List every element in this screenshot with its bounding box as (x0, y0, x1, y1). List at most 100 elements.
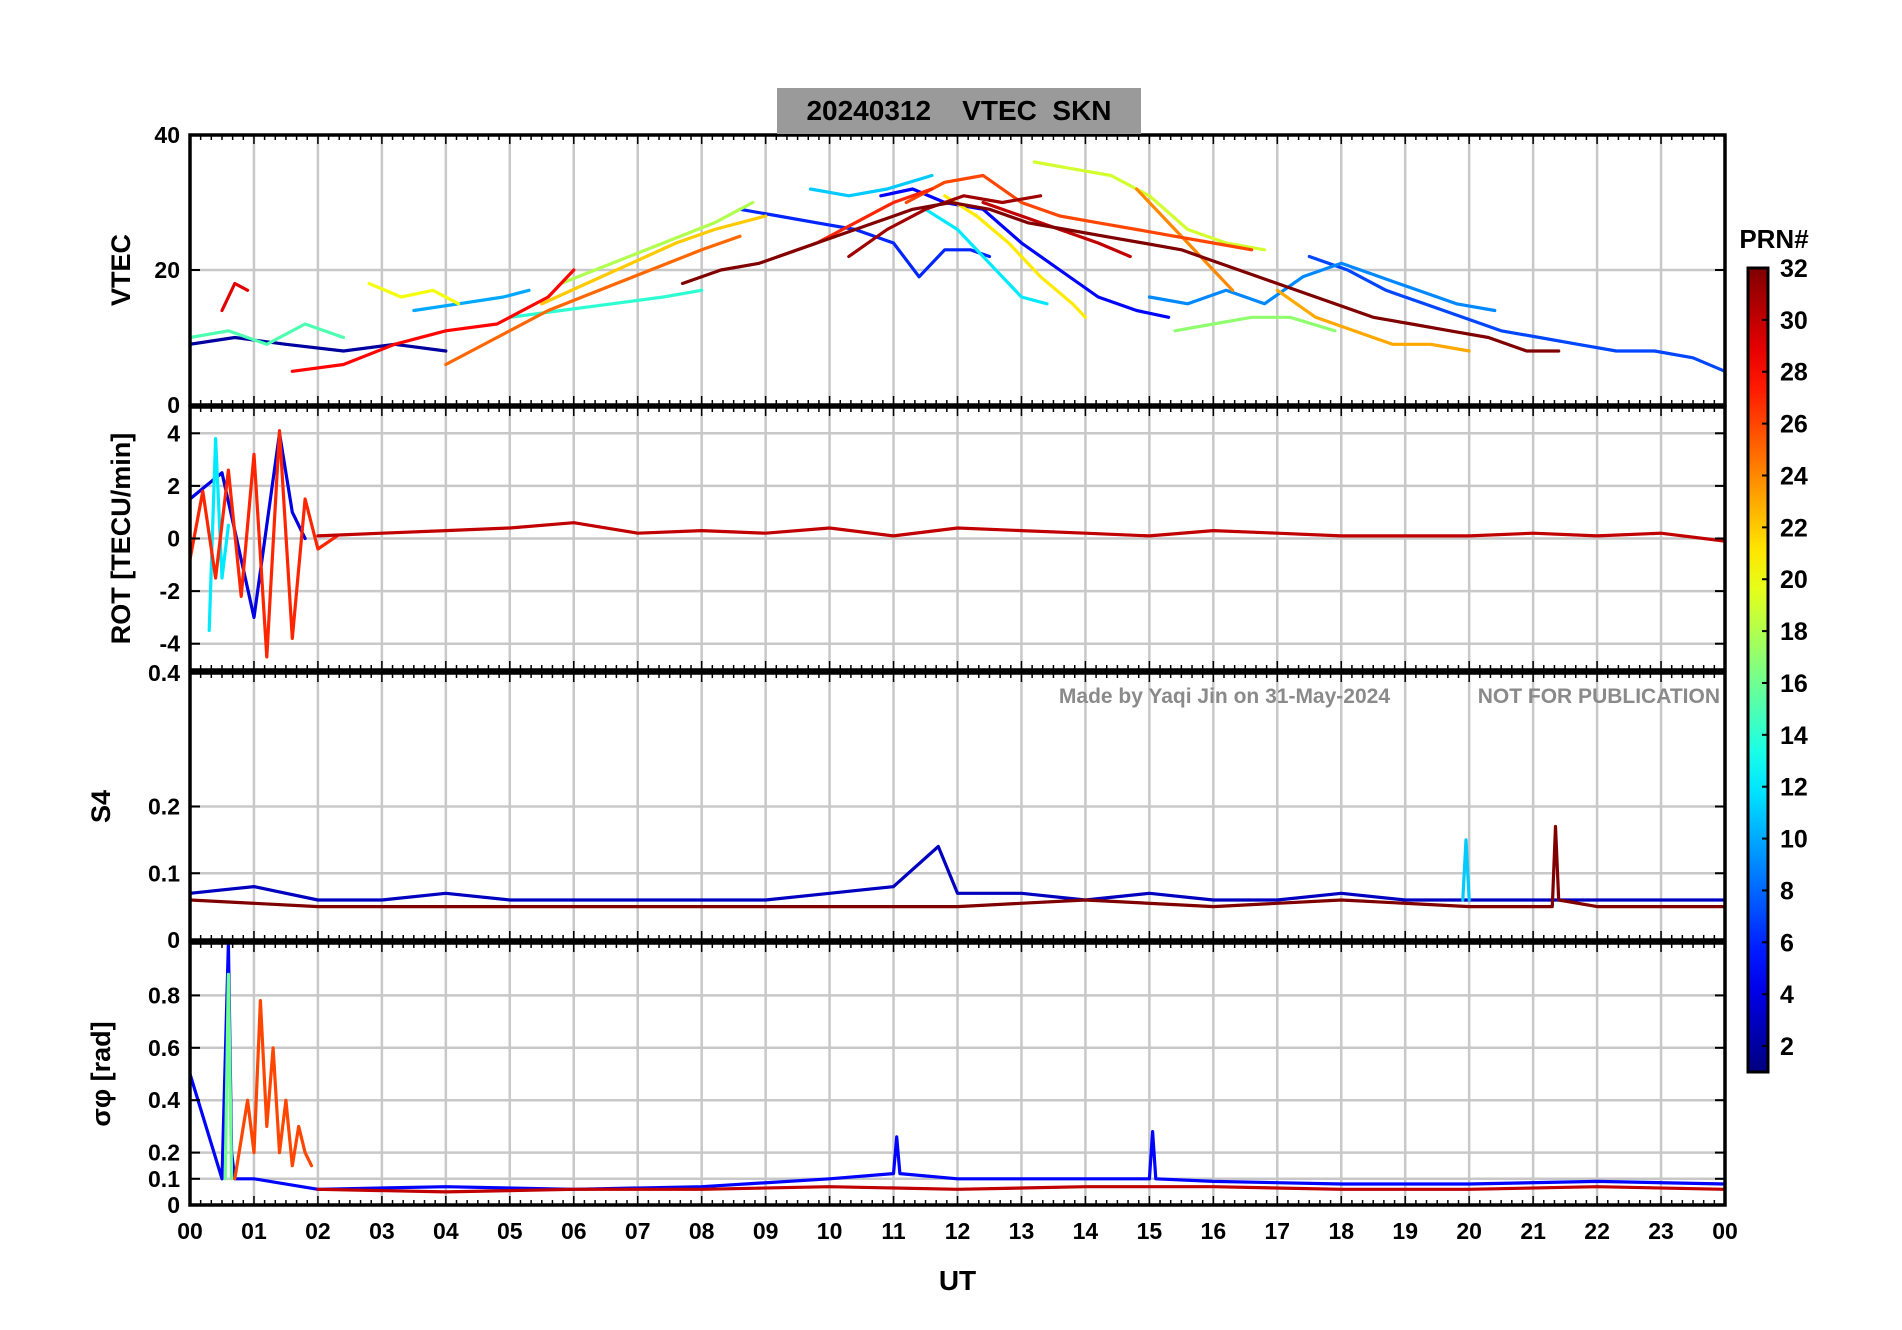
colorbar-tick-label: 24 (1780, 462, 1808, 490)
series-group (190, 429, 1725, 659)
series-prn-22 (540, 214, 768, 306)
series-group (190, 943, 1725, 1194)
colorbar-tick-label: 14 (1780, 722, 1808, 750)
series-prn-21 (943, 194, 1088, 319)
series-prn-24 (1134, 187, 1235, 292)
x-tick-label: 11 (881, 1218, 906, 1244)
colorbar-tick-label: 2 (1780, 1033, 1794, 1061)
colorbar-tick-label: 20 (1780, 566, 1808, 594)
series-prn-3 (190, 844, 1725, 902)
x-tick-label: 12 (945, 1218, 971, 1244)
y-tick-label: 2 (167, 473, 180, 499)
y-axis-label: S4 (86, 790, 116, 823)
y-tick-label: 0.2 (148, 794, 180, 820)
panel-s4: 0 0.1 0.2 0.4 S4 Made by Yaqi Jin on 31-May-2… (86, 660, 1727, 953)
panel-sigma_phi: 00.10.2 0.4 0.6 0.8 σφ [rad] 00 01 02 03 04 05 06 07… (86, 941, 1738, 1244)
x-tick-label: 16 (1201, 1218, 1227, 1244)
colorbar-tick-label: 4 (1780, 981, 1794, 1009)
series-prn-26 (233, 998, 314, 1181)
x-tick-label: 05 (497, 1218, 523, 1244)
series-prn-15 (190, 322, 346, 346)
x-tick-label: 19 (1392, 1218, 1418, 1244)
x-tick-label: 17 (1264, 1218, 1290, 1244)
x-tick-label: 18 (1328, 1218, 1354, 1244)
colorbar-tick-label: 26 (1780, 411, 1808, 439)
series-prn-16 (223, 972, 234, 1181)
x-tick-label: 00 (1712, 1218, 1738, 1244)
series-prn-2 (190, 335, 448, 353)
x-tick-label: 01 (241, 1218, 267, 1244)
series-prn-28 (290, 268, 576, 373)
y-tick-label: -2 (160, 578, 180, 604)
colorbar-bar (1746, 266, 1770, 1074)
x-tick-label: 00 (177, 1218, 203, 1244)
y-axis-label: σφ [rad] (86, 1021, 116, 1126)
y-tick-label: 0.8 (148, 982, 180, 1008)
y-axis-label: ROT [TECU/min] (106, 433, 136, 644)
x-tick-label: 02 (305, 1218, 331, 1244)
watermark-notice: NOT FOR PUBLICATION (1478, 685, 1720, 708)
series-prn-12 (207, 437, 230, 633)
series-prn-11 (1461, 838, 1471, 902)
colorbar-tick-label: 10 (1780, 826, 1808, 854)
x-axis-label: UT (939, 1265, 976, 1296)
watermark-author: Made by Yaqi Jin on 31-May-2024 (1059, 685, 1390, 708)
x-tick-label: 08 (689, 1218, 715, 1244)
y-tick-label: 0.2 (148, 1140, 180, 1166)
series-prn-30 (316, 1185, 1725, 1194)
series-prn-32 (190, 824, 1725, 909)
colorbar-label: PRN# (1739, 224, 1809, 254)
colorbar-tick-label: 30 (1780, 307, 1808, 335)
colorbar-tick-label: 32 (1780, 255, 1808, 283)
colorbar-tick-label: 8 (1780, 877, 1794, 905)
y-tick-label: 0 (167, 392, 180, 418)
series-prn-29 (220, 281, 250, 313)
series-prn-27 (190, 429, 339, 659)
series-prn-7 (1307, 254, 1725, 373)
colorbar-tick-label: 22 (1780, 514, 1808, 542)
x-tick-label: 07 (625, 1218, 651, 1244)
y-tick-label: 0 (167, 927, 180, 953)
x-tick-label: 06 (561, 1218, 587, 1244)
series-prn-19 (1032, 160, 1267, 252)
colorbar-tick-label: 28 (1780, 359, 1808, 387)
x-tick-label: 21 (1520, 1218, 1546, 1244)
series-prn-12 (923, 207, 1049, 306)
x-tick-label: 09 (753, 1218, 779, 1244)
x-tick-label: 22 (1584, 1218, 1610, 1244)
series-prn-18 (559, 200, 755, 286)
y-tick-label: 0.4 (148, 1087, 180, 1113)
colorbar-tick-label: 6 (1780, 929, 1794, 957)
series-prn-30 (316, 521, 1725, 543)
series-prn-23 (1275, 288, 1471, 353)
colorbar-tick-label: 12 (1780, 774, 1808, 802)
colorbar-tick-label: 16 (1780, 670, 1808, 698)
series-group (190, 160, 1725, 373)
y-tick-label: 0 (167, 526, 180, 552)
panel-vtec: 0 20 40 VTEC (106, 122, 1727, 418)
y-tick-label: 0.1 (148, 860, 180, 886)
y-axis-label: VTEC (106, 234, 136, 306)
y-tick-label: 0.1 (148, 1166, 180, 1192)
y-tick-label: 40 (154, 122, 180, 148)
x-tick-label: 03 (369, 1218, 395, 1244)
x-tick-label: 15 (1137, 1218, 1163, 1244)
y-tick-label: 20 (154, 257, 180, 283)
series-prn-17 (1173, 315, 1337, 333)
x-tick-label: 20 (1456, 1218, 1482, 1244)
series-group (190, 824, 1725, 909)
series-prn-32 (680, 200, 1561, 353)
x-tick-label: 14 (1073, 1218, 1099, 1244)
colorbar-tick-label: 18 (1780, 618, 1808, 646)
series-prn-20 (367, 281, 461, 306)
y-tick-label: 4 (167, 420, 180, 446)
series-prn-27 (776, 187, 934, 259)
y-tick-label: 0.6 (148, 1035, 180, 1061)
figure-title: 20240312 VTEC SKN (777, 88, 1141, 134)
x-tick-label: 13 (1009, 1218, 1035, 1244)
y-tick-label: 0 (167, 1192, 180, 1218)
series-prn-6 (738, 207, 992, 279)
y-tick-label: 0.4 (148, 660, 180, 686)
